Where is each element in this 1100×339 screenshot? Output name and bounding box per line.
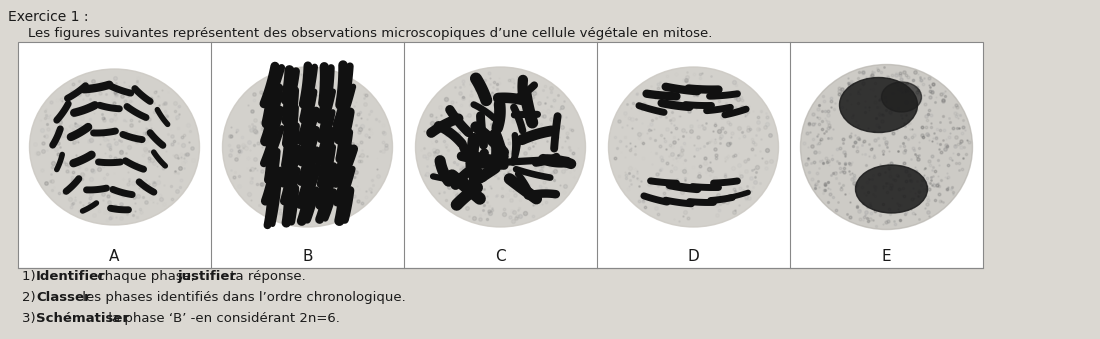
Text: Exercice 1 :: Exercice 1 : (8, 10, 88, 24)
Ellipse shape (222, 67, 393, 227)
Ellipse shape (608, 67, 779, 227)
Bar (18, 42, 983, 268)
Text: justifier: justifier (177, 270, 236, 283)
Ellipse shape (881, 82, 922, 112)
Text: D: D (688, 249, 700, 264)
Ellipse shape (30, 69, 199, 225)
Text: A: A (109, 249, 120, 264)
Text: 2): 2) (22, 291, 40, 304)
Ellipse shape (839, 78, 917, 133)
Text: Schématiser: Schématiser (36, 312, 129, 325)
Ellipse shape (416, 67, 585, 227)
Text: 3): 3) (22, 312, 40, 325)
Text: les phases identifiés dans l’ordre chronologique.: les phases identifiés dans l’ordre chron… (78, 291, 406, 304)
Ellipse shape (801, 64, 972, 230)
Text: C: C (495, 249, 506, 264)
Text: B: B (302, 249, 312, 264)
Ellipse shape (856, 165, 927, 213)
Text: la phase ‘B’ -en considérant 2n=6.: la phase ‘B’ -en considérant 2n=6. (104, 312, 340, 325)
Text: 1): 1) (22, 270, 40, 283)
Text: Classer: Classer (36, 291, 90, 304)
Text: Identifier: Identifier (36, 270, 106, 283)
Text: E: E (882, 249, 891, 264)
Text: chaque phase,: chaque phase, (94, 270, 199, 283)
Text: Les figures suivantes représentent des observations microscopiques d’une cellule: Les figures suivantes représentent des o… (28, 27, 713, 40)
Text: ta réponse.: ta réponse. (226, 270, 306, 283)
